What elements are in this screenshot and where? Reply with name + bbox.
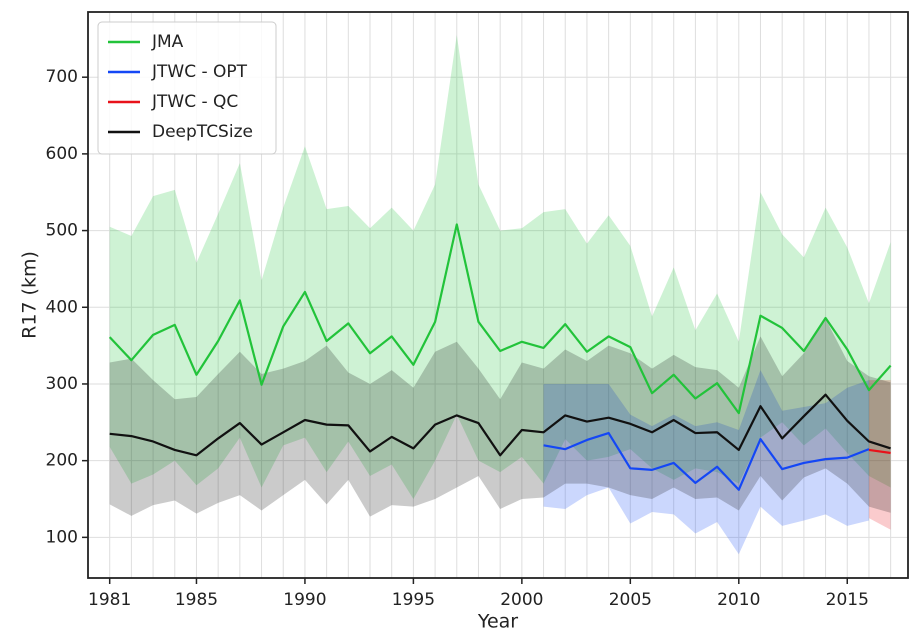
legend-label: JTWC - OPT <box>151 62 248 82</box>
x-tick-label: 2000 <box>500 590 543 610</box>
legend-label: DeepTCSize <box>152 122 253 142</box>
y-tick-label: 200 <box>46 451 78 471</box>
series-line <box>109 393 891 457</box>
y-tick-label: 300 <box>46 374 78 394</box>
x-tick-label: 1990 <box>283 590 326 610</box>
series-line <box>543 431 870 491</box>
x-tick-label: 1985 <box>175 590 218 610</box>
x-tick-label: 2005 <box>609 590 652 610</box>
legend-label: JMA <box>151 32 184 52</box>
legend-label: JTWC - QC <box>151 92 238 112</box>
y-tick-label: 600 <box>46 144 78 164</box>
x-tick-label: 2010 <box>717 590 760 610</box>
series-line <box>108 223 892 415</box>
error-band <box>109 318 891 517</box>
error-band <box>543 370 869 555</box>
x-tick-label: 2015 <box>826 590 869 610</box>
x-tick-label: 1995 <box>392 590 435 610</box>
y-tick-label: 500 <box>46 221 78 241</box>
legend: JMA JTWC - OPT JTWC - QC DeepTCSize <box>97 21 277 155</box>
legend-box <box>97 21 277 155</box>
y-axis-label: R17 (km) <box>19 251 41 339</box>
y-tick-label: 400 <box>46 297 78 317</box>
error-band <box>868 380 891 530</box>
y-tick-label: 700 <box>46 67 78 87</box>
error-band <box>109 35 891 500</box>
plot-frame <box>87 11 909 579</box>
x-axis-label: Year <box>477 611 518 633</box>
x-tick-label: 1981 <box>88 590 131 610</box>
y-tick-label: 100 <box>46 527 78 547</box>
series-line <box>868 448 891 455</box>
